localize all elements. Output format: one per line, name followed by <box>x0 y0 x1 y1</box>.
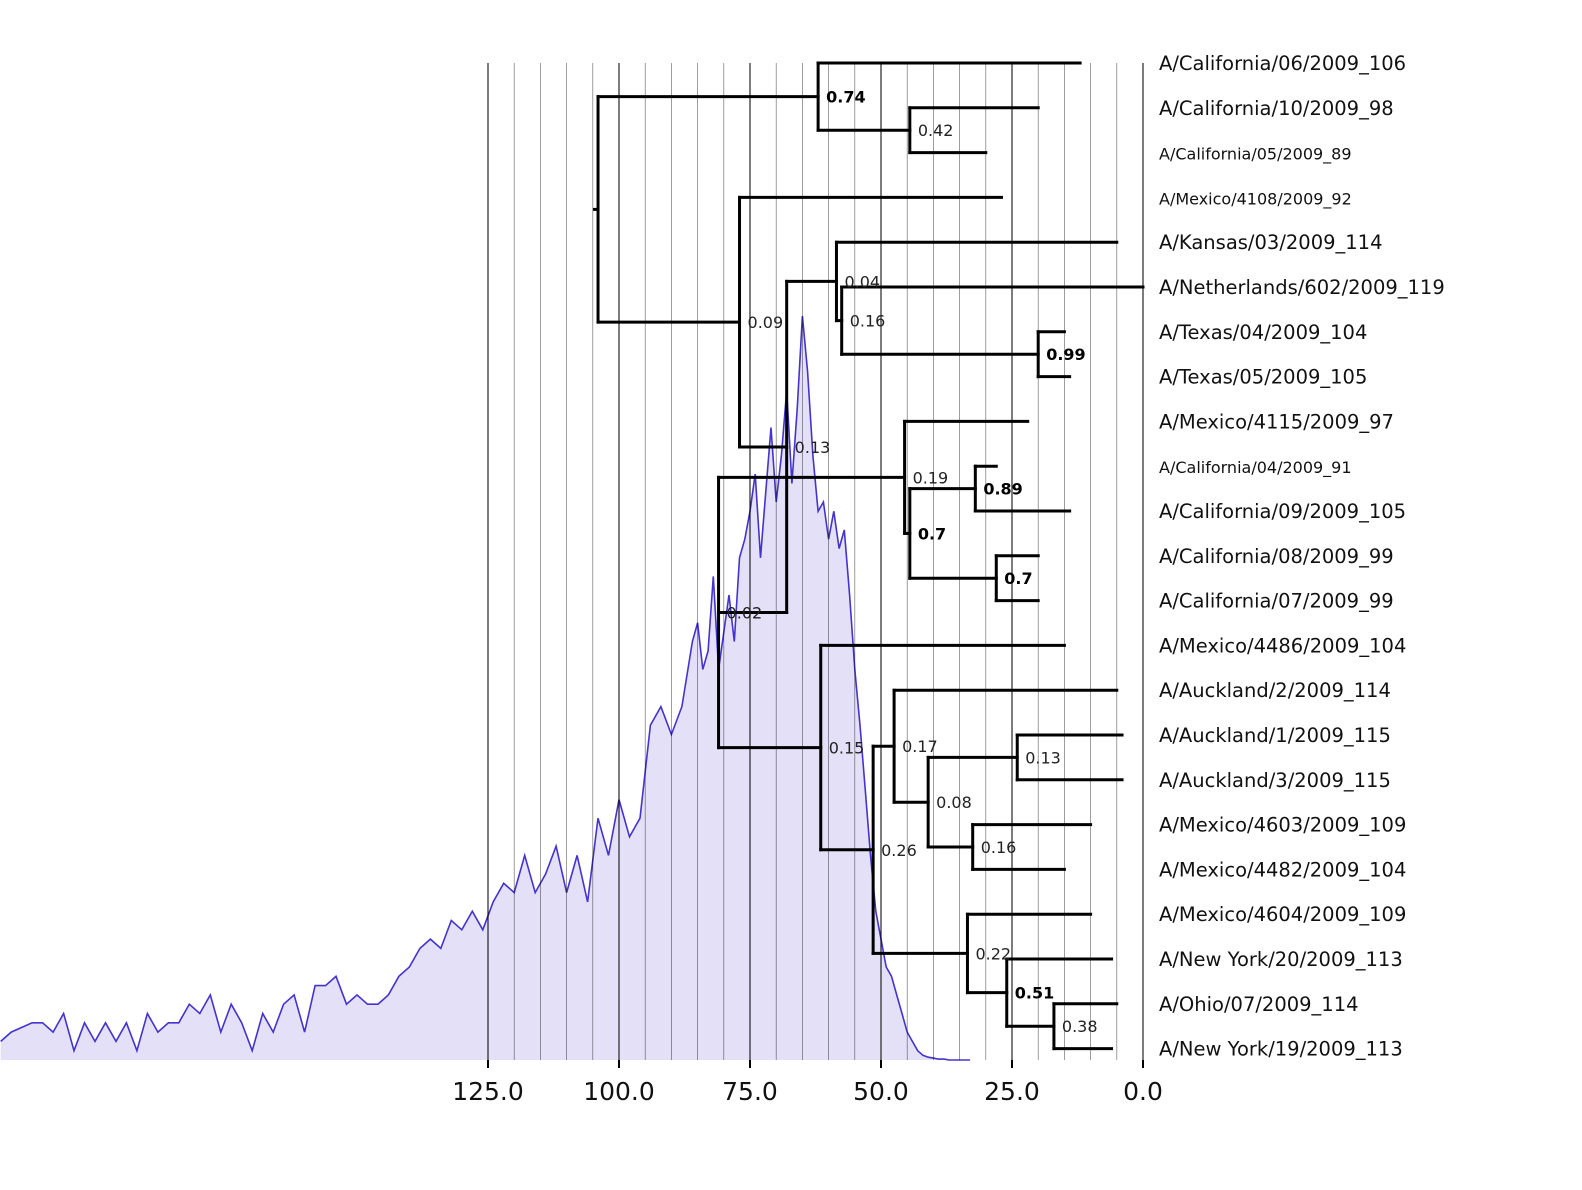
support-value: 0.04 <box>844 272 880 291</box>
taxon-label: A/Kansas/03/2009_114 <box>1159 231 1382 254</box>
support-value: 0.13 <box>1025 748 1061 767</box>
axis-tick-label: 100.0 <box>583 1077 655 1106</box>
taxon-label: A/New York/19/2009_113 <box>1159 1038 1403 1061</box>
taxon-label: A/New York/20/2009_113 <box>1159 948 1403 971</box>
taxon-label: A/Mexico/4603/2009_109 <box>1159 814 1406 837</box>
support-value: 0.99 <box>1046 345 1085 364</box>
density-area <box>0 315 971 1061</box>
density-fill <box>0 316 971 1060</box>
taxon-label: A/California/06/2009_106 <box>1159 52 1406 75</box>
support-value: 0.89 <box>983 480 1022 499</box>
axis-tick-label: 50.0 <box>853 1077 909 1106</box>
axis-tick-label: 75.0 <box>722 1077 778 1106</box>
support-value: 0.7 <box>918 524 946 543</box>
support-value: 0.74 <box>826 88 865 107</box>
taxon-label: A/California/10/2009_98 <box>1159 97 1394 120</box>
taxon-label: A/California/07/2009_99 <box>1159 590 1394 613</box>
taxon-label: A/Mexico/4115/2009_97 <box>1159 410 1394 433</box>
taxon-label: A/Texas/04/2009_104 <box>1159 321 1367 344</box>
support-value: 0.08 <box>936 793 972 812</box>
support-values: 0.42 0.74 0.99 0.16 0.04 0.89 0.7 0.7 0.19 0.13 0.… <box>727 88 1098 1037</box>
taxon-label: A/Mexico/4482/2009_104 <box>1159 858 1406 881</box>
taxon-labels: A/California/06/2009_106 A/California/10/… <box>1159 52 1445 1061</box>
support-value: 0.16 <box>850 312 886 331</box>
axis-tick-label: 0.0 <box>1123 1077 1163 1106</box>
support-value: 0.16 <box>981 838 1017 857</box>
taxon-label: A/Texas/05/2009_105 <box>1159 366 1367 389</box>
taxon-label: A/Auckland/1/2009_115 <box>1159 724 1391 747</box>
support-value: 0.13 <box>795 438 831 457</box>
taxon-label: A/California/04/2009_91 <box>1159 458 1352 478</box>
taxon-label: A/Mexico/4604/2009_109 <box>1159 903 1406 926</box>
support-value: 0.42 <box>918 121 954 140</box>
time-axis: 125.0 100.0 75.0 50.0 25.0 0.0 <box>452 1060 1163 1106</box>
taxon-label: A/California/09/2009_105 <box>1159 500 1406 523</box>
support-value: 0.09 <box>748 313 784 332</box>
support-value: 0.38 <box>1062 1017 1098 1036</box>
time-grid <box>487 63 1144 1060</box>
support-value: 0.51 <box>1015 984 1054 1003</box>
tree-branches <box>593 61 1145 1051</box>
taxon-label: A/Ohio/07/2009_114 <box>1159 993 1359 1016</box>
support-value: 0.19 <box>913 468 949 487</box>
taxon-label: A/Mexico/4108/2009_92 <box>1159 189 1352 209</box>
taxon-label: A/Netherlands/602/2009_119 <box>1159 276 1445 299</box>
support-value: 0.02 <box>727 604 763 623</box>
taxon-label: A/Auckland/2/2009_114 <box>1159 679 1391 702</box>
taxon-label: A/California/05/2009_89 <box>1159 145 1352 165</box>
axis-tick-label: 125.0 <box>452 1077 524 1106</box>
support-value: 0.26 <box>881 841 917 860</box>
support-value: 0.17 <box>902 737 938 756</box>
density-line <box>0 315 971 1061</box>
taxon-label: A/California/08/2009_99 <box>1159 545 1394 568</box>
taxon-label: A/Mexico/4486/2009_104 <box>1159 634 1406 657</box>
support-value: 0.7 <box>1004 569 1032 588</box>
axis-tick-label: 25.0 <box>984 1077 1040 1106</box>
support-value: 0.15 <box>829 739 865 758</box>
taxon-label: A/Auckland/3/2009_115 <box>1159 769 1391 792</box>
support-value: 0.22 <box>975 944 1011 963</box>
